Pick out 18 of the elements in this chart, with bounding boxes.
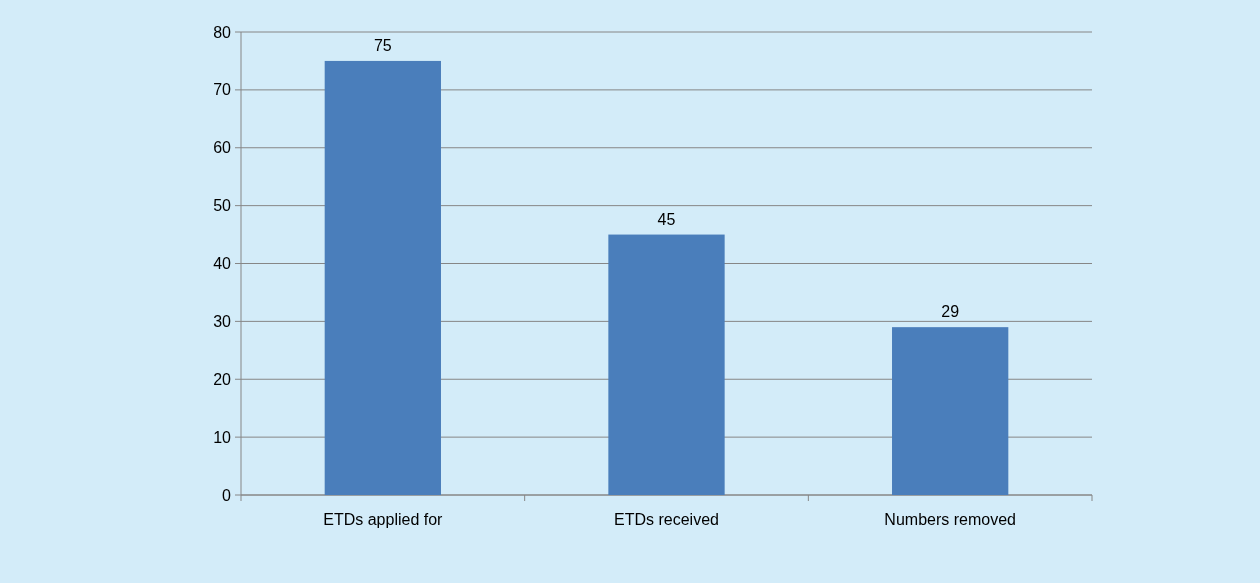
y-tick-label: 50 <box>213 197 232 215</box>
y-tick-label: 0 <box>222 486 232 504</box>
x-tick-label: ETDs applied for <box>323 511 444 528</box>
y-tick-label: 40 <box>213 255 232 273</box>
y-tick-label: 70 <box>213 81 232 99</box>
y-tick-label: 30 <box>213 312 232 330</box>
y-tick-label: 20 <box>213 370 232 388</box>
data-label: 29 <box>941 303 960 321</box>
bar <box>608 234 725 495</box>
y-tick-label: 10 <box>213 428 232 446</box>
x-tick-label: ETDs received <box>614 511 719 528</box>
y-tick-label: 80 <box>213 23 232 41</box>
data-label: 75 <box>373 36 392 54</box>
bar <box>324 60 441 495</box>
y-tick-label: 60 <box>213 139 232 157</box>
data-label: 45 <box>657 210 676 228</box>
x-tick-label: Numbers removed <box>884 511 1016 528</box>
bar <box>892 327 1009 495</box>
